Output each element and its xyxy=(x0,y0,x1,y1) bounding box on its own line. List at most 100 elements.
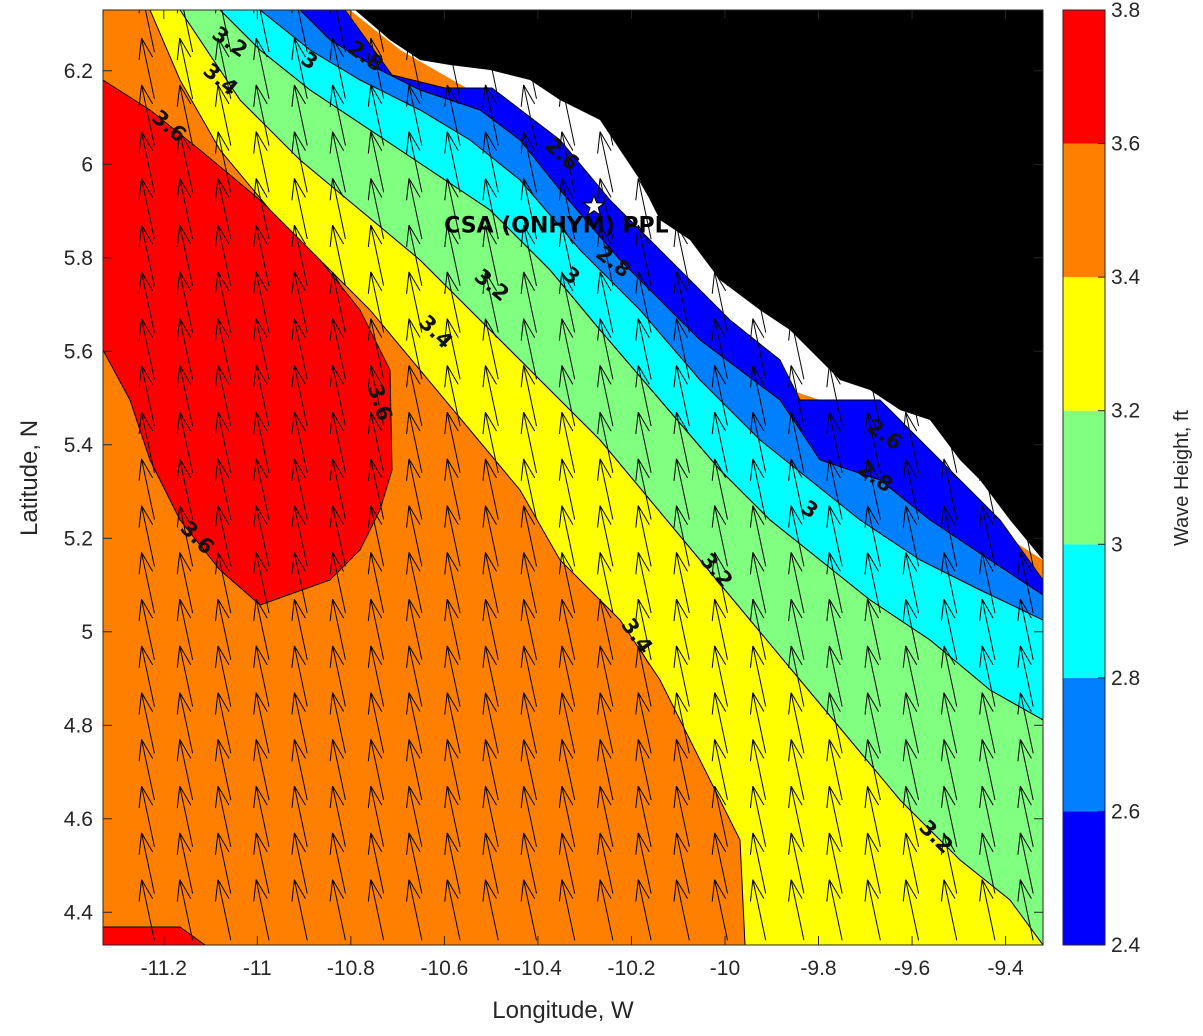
wave-vector xyxy=(406,131,423,193)
wave-vector xyxy=(444,598,461,660)
wave-vector xyxy=(979,224,996,286)
wave-vector xyxy=(940,84,958,146)
wave-vector xyxy=(253,739,270,801)
wave-vector xyxy=(902,598,920,660)
wave-vector xyxy=(215,37,232,99)
wave-vector xyxy=(979,10,996,53)
wave-vector xyxy=(1017,10,1034,53)
wave-vector xyxy=(902,318,920,380)
wave-vector xyxy=(253,832,270,894)
wave-vector xyxy=(749,84,767,146)
wave-vector xyxy=(520,10,537,53)
wave-vector xyxy=(406,10,423,53)
wave-vector xyxy=(1017,365,1034,427)
wave-vector xyxy=(749,318,767,380)
wave-vector xyxy=(940,37,958,99)
wave-vector xyxy=(215,785,232,847)
wave-vector xyxy=(406,552,423,614)
wave-vector xyxy=(291,224,308,286)
wave-vector xyxy=(444,458,461,520)
colorbar-segment xyxy=(1063,410,1105,545)
wave-vector xyxy=(176,505,194,567)
wave-vector xyxy=(215,224,232,286)
wave-direction-vectors xyxy=(138,10,1034,941)
wave-vector xyxy=(711,84,729,146)
wave-vector xyxy=(940,598,958,660)
colorbar-tick-label: 3.8 xyxy=(1111,0,1140,22)
wave-vector xyxy=(635,645,652,707)
wave-vector xyxy=(482,10,499,53)
wave-vector xyxy=(711,271,729,333)
wave-vector xyxy=(367,84,385,146)
wave-vector xyxy=(902,271,920,333)
wave-vector xyxy=(367,505,385,567)
colorbar-tick-label: 3 xyxy=(1111,533,1123,556)
wave-vector xyxy=(406,785,423,847)
wave-vector xyxy=(902,692,920,754)
wave-vector xyxy=(711,318,729,380)
wave-vector xyxy=(979,832,996,894)
wave-vector xyxy=(367,832,385,894)
y-axis-ticks: 4.4 4.6 4.8 5 5.2 5.4 5.6 5.8 6 6.2 xyxy=(64,60,1043,924)
wave-vector xyxy=(711,411,729,473)
colorbar-segment xyxy=(1063,811,1105,945)
wave-vector xyxy=(597,84,614,146)
wave-vector xyxy=(444,692,461,754)
wave-vector xyxy=(520,224,537,286)
wave-vector xyxy=(520,552,537,614)
wave-vector xyxy=(979,37,996,99)
wave-vector xyxy=(711,645,729,707)
wave-vector xyxy=(444,411,461,473)
wave-vector xyxy=(902,411,920,473)
wave-vector xyxy=(749,271,767,333)
wave-vector xyxy=(520,505,537,567)
colorbar-segment xyxy=(1063,143,1105,278)
wave-vector xyxy=(558,37,576,99)
wave-vector xyxy=(176,224,194,286)
wave-vector xyxy=(520,458,537,520)
wave-vector xyxy=(215,645,232,707)
wave-vector xyxy=(138,552,155,614)
x-tick-label: -10 xyxy=(710,957,740,980)
colorbar-tick-label: 3.6 xyxy=(1111,133,1140,156)
wave-vector xyxy=(979,598,996,660)
wave-vector xyxy=(788,598,805,660)
wave-vector xyxy=(940,505,958,567)
wave-vector xyxy=(444,271,461,333)
wave-vector xyxy=(138,271,155,333)
wave-vector xyxy=(749,692,767,754)
wave-vector xyxy=(749,224,767,286)
colorbar-tick-label: 3.2 xyxy=(1111,400,1140,423)
wave-vector xyxy=(940,692,958,754)
wave-vector xyxy=(826,458,843,520)
wave-vector xyxy=(138,832,155,894)
wave-vector xyxy=(864,879,881,941)
wave-vector xyxy=(291,178,308,240)
wave-vector xyxy=(520,785,537,847)
wave-vector xyxy=(1017,271,1034,333)
y-tick-label: 5.2 xyxy=(64,527,93,550)
wave-vector xyxy=(1017,552,1034,614)
wave-vector xyxy=(711,552,729,614)
x-tick-label: -10.6 xyxy=(420,957,468,980)
wave-vector xyxy=(711,879,729,941)
colorbar-tick-label: 2.6 xyxy=(1111,800,1140,823)
wave-vector xyxy=(788,785,805,847)
wave-vector xyxy=(444,37,461,99)
wave-vector xyxy=(176,739,194,801)
wave-vector xyxy=(444,131,461,193)
wave-vector xyxy=(673,365,690,427)
wave-vector xyxy=(940,224,958,286)
wave-vector xyxy=(635,879,652,941)
wave-vector xyxy=(558,411,576,473)
wave-vector xyxy=(291,318,308,380)
wave-vector xyxy=(788,832,805,894)
wave-vector xyxy=(215,879,232,941)
wave-vector xyxy=(482,411,499,473)
wave-vector xyxy=(520,37,537,99)
wave-vector xyxy=(711,458,729,520)
wave-vector xyxy=(329,318,346,380)
wave-vector xyxy=(291,505,308,567)
x-axis-ticks: -11.2 -11 -10.8 -10.6 -10.4 -10.2 -10 -9.8 -9.6 -… xyxy=(141,10,1024,980)
wave-vector xyxy=(940,271,958,333)
